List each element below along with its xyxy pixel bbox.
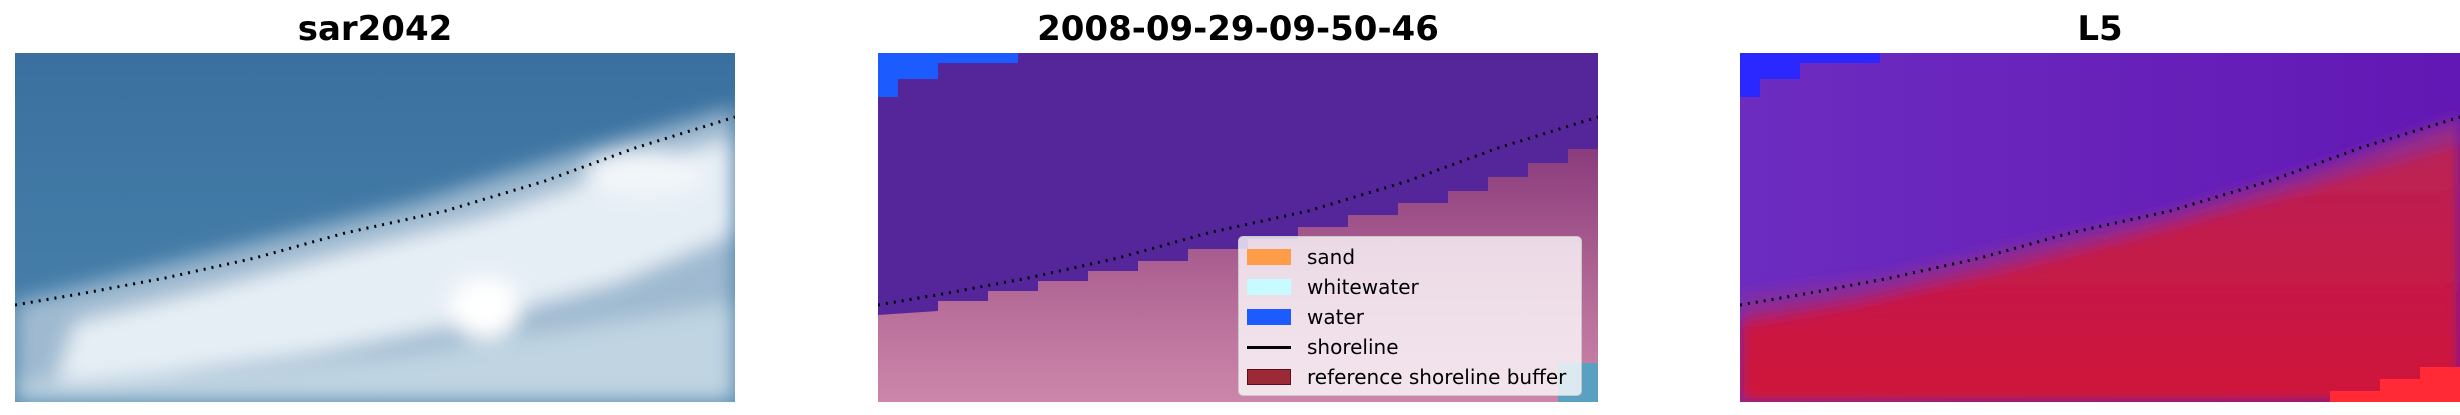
legend-item-whitewater: whitewater [1247, 272, 1573, 302]
panel-title-classified: 2008-09-29-09-50-46 [1037, 9, 1439, 49]
legend-swatch-reference-buffer [1247, 369, 1291, 385]
rgb-image [15, 53, 735, 402]
index-image [1740, 53, 2460, 402]
shoreline-index [1740, 115, 2460, 307]
legend-label-water: water [1307, 305, 1364, 329]
shoreline-classified [878, 115, 1598, 307]
shoreline-rgb [15, 115, 735, 307]
legend: sand whitewater water shoreline referenc… [1238, 236, 1582, 396]
legend-swatch-shoreline [1247, 345, 1291, 349]
panel-index: L5 [1740, 0, 2460, 415]
legend-label-reference-buffer: reference shoreline buffer [1307, 365, 1567, 389]
legend-swatch-sand [1247, 249, 1291, 265]
legend-label-shoreline: shoreline [1307, 335, 1399, 359]
panel-title-rgb: sar2042 [297, 9, 453, 49]
legend-swatch-water [1247, 309, 1291, 325]
legend-item-shoreline: shoreline [1247, 332, 1573, 362]
legend-item-sand: sand [1247, 242, 1573, 272]
panel-title-index: L5 [2077, 9, 2123, 49]
panel-rgb: sar2042 [15, 0, 735, 415]
legend-item-water: water [1247, 302, 1573, 332]
legend-swatch-whitewater [1247, 279, 1291, 295]
legend-item-reference-buffer: reference shoreline buffer [1247, 362, 1573, 392]
legend-label-sand: sand [1307, 245, 1356, 269]
legend-label-whitewater: whitewater [1307, 275, 1419, 299]
